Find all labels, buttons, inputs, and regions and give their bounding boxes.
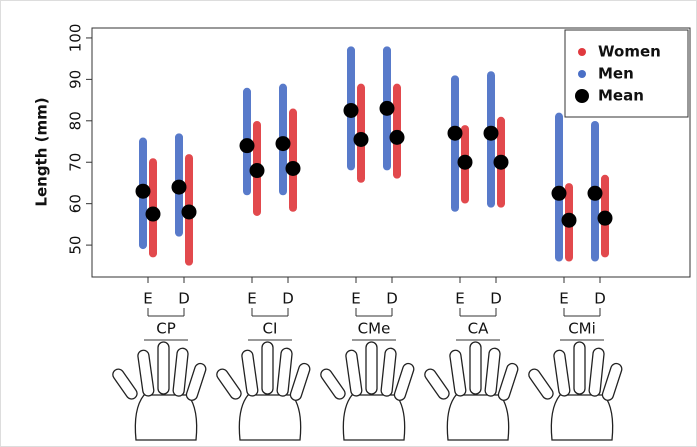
mean-dot — [598, 211, 613, 226]
x-tick-label: D — [594, 290, 606, 308]
x-tick-label: D — [178, 290, 190, 308]
finger — [366, 342, 377, 394]
mean-dot — [484, 126, 499, 141]
x-tick-label: D — [490, 290, 502, 308]
mean-dot — [250, 163, 265, 178]
mean-dot — [380, 101, 395, 116]
legend-label: Women — [598, 43, 661, 61]
palm — [135, 395, 196, 440]
chart: Length (mm) 5060708090100EDCPEDCIEDCMeED… — [0, 0, 697, 447]
mean-dot — [344, 103, 359, 118]
y-tick-label: 80 — [67, 111, 85, 130]
finger — [470, 342, 481, 394]
palm — [343, 395, 404, 440]
x-tick-label: E — [351, 290, 360, 308]
finger — [574, 342, 585, 394]
group-label: CMe — [358, 320, 391, 338]
y-tick-label: 90 — [67, 70, 85, 89]
y-axis-label: Length (mm) — [33, 97, 51, 206]
mean-dot — [354, 132, 369, 147]
mean-dot — [588, 186, 603, 201]
mean-dot — [136, 184, 151, 199]
y-tick-label: 50 — [67, 236, 85, 255]
legend-swatch — [578, 70, 586, 78]
strip-range — [451, 75, 459, 211]
mean-dot — [458, 155, 473, 170]
x-tick-label: D — [386, 290, 398, 308]
legend-swatch — [575, 89, 589, 103]
strip-range — [289, 109, 297, 212]
finger — [158, 342, 169, 394]
palm — [551, 395, 612, 440]
legend-swatch — [578, 48, 586, 56]
x-tick-label: D — [282, 290, 294, 308]
mean-dot — [240, 138, 255, 153]
x-tick-label: E — [247, 290, 256, 308]
mean-dot — [562, 213, 577, 228]
y-tick-label: 100 — [67, 24, 85, 53]
x-tick-label: E — [455, 290, 464, 308]
x-tick-label: E — [559, 290, 568, 308]
x-tick-label: E — [143, 290, 152, 308]
group-label: CA — [468, 320, 489, 338]
mean-dot — [182, 204, 197, 219]
palm — [239, 395, 300, 440]
y-tick-label: 60 — [67, 194, 85, 213]
legend-label: Men — [598, 65, 634, 83]
mean-dot — [172, 180, 187, 195]
legend-label: Mean — [598, 87, 644, 105]
group-label: CI — [263, 320, 278, 338]
y-tick-label: 70 — [67, 153, 85, 172]
group-label: CP — [156, 320, 176, 338]
mean-dot — [146, 207, 161, 222]
mean-dot — [448, 126, 463, 141]
mean-dot — [286, 161, 301, 176]
palm — [447, 395, 508, 440]
mean-dot — [276, 136, 291, 151]
finger — [262, 342, 273, 394]
mean-dot — [494, 155, 509, 170]
group-label: CMi — [568, 320, 596, 338]
mean-dot — [390, 130, 405, 145]
mean-dot — [552, 186, 567, 201]
